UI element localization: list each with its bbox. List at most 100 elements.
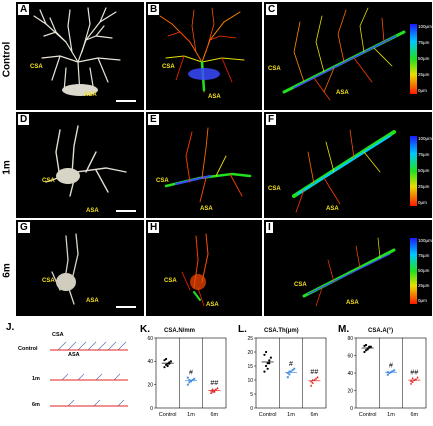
chart-k-data-point: [191, 379, 194, 381]
chart-l-data-point: [263, 370, 266, 373]
chart-l-data-point: [266, 362, 269, 365]
scale-bar-a: [116, 100, 136, 102]
chart-m-data-point: [369, 345, 372, 348]
panel-h: H CSA ASA: [146, 220, 262, 316]
panel-letter-j: J.: [6, 322, 15, 333]
chart-l-data-point: [264, 364, 268, 368]
chart-k-ytick-label: 60: [147, 336, 153, 342]
chart-k-container: K. CSA.N/mm 0 20 40 60 Control 1m 6m # ##: [134, 320, 232, 424]
scale-bar-d: [116, 210, 136, 212]
chart-m-data-point: [393, 369, 396, 372]
colorbar-tick-c-1: 75μm: [418, 40, 430, 45]
panel-i: I CSA ASA 100μm 75μm 50μm 25μm 0μm: [264, 220, 432, 316]
row-label-1m: 1m: [1, 159, 13, 175]
asa-annotation-e: ASA: [200, 206, 213, 212]
chart-k-data-point: [166, 362, 169, 365]
vasculature-image-c: [282, 7, 406, 101]
chart-m-title: CSA.A(°): [368, 328, 394, 334]
chart-m-data-point: [388, 372, 391, 374]
colorbar-tick-f-1: 75μm: [418, 152, 430, 157]
chart-l-data-point: [311, 381, 314, 384]
chart-l-ytick-label: 25: [247, 336, 253, 342]
chart-m-significance-mark: ##: [410, 369, 418, 376]
chart-l-data-point: [268, 359, 271, 362]
panel-c: C CSA ASA 100μm 75μm 50μm 25μm 0μm: [264, 2, 432, 110]
chart-l-ytick-label: 10: [247, 378, 253, 384]
chart-l-data-point: [286, 372, 289, 374]
chart-l-data-point: [269, 356, 272, 359]
colorbar-tick-i-3: 25μm: [418, 283, 430, 288]
chart-m-letter: M.: [338, 324, 350, 335]
chart-k-data-point: [188, 381, 191, 384]
panel-f: F CSA ASA 100μm 75μm 50μm 25μm 0μm: [264, 112, 432, 218]
csa-annotation-i: CSA: [294, 282, 307, 288]
colorbar-f: [410, 136, 417, 206]
vasculature-image-f: [292, 129, 396, 213]
chart-m-ytick-label: 60: [347, 353, 353, 359]
chart-l-data-point: [314, 377, 318, 380]
chart-l-ytick-label: 5: [250, 392, 253, 398]
chart-l-data-point: [291, 369, 294, 372]
panel-j-row-control: Control: [18, 346, 38, 352]
chart-k-data-point: [209, 389, 213, 392]
colorbar-tick-f-0: 100μm: [418, 136, 432, 141]
chart-l-data-point: [264, 350, 268, 354]
chart-m-category-label: 6m: [411, 412, 419, 418]
chart-m-data-point: [364, 343, 368, 347]
chart-m-data-point: [409, 379, 413, 382]
colorbar-tick-c-0: 100μm: [418, 24, 432, 29]
colorbar-tick-f-2: 50μm: [418, 168, 430, 173]
chart-l-category-label: 6m: [311, 412, 319, 418]
chart-m-data-point: [363, 350, 366, 354]
chart-m-data-point: [416, 376, 419, 379]
chart-l-data-point: [309, 380, 313, 383]
chart-l-container: L. CSA.Th(μm) 0 5 10 15 20 25 Control 1m 6m # ##: [234, 320, 332, 424]
chart-m-data-point: [391, 370, 394, 373]
colorbar-tick-i-2: 50μm: [418, 268, 430, 273]
vasculature-image-i: [302, 237, 396, 307]
panel-a: A CSA ASA: [16, 2, 144, 110]
chart-m-data-point: [414, 377, 418, 381]
chart-m-data-point: [413, 378, 416, 381]
chart-k-ytick-label: 20: [147, 382, 153, 388]
chart-k-letter: K.: [140, 324, 150, 335]
csa-annotation-e: CSA: [156, 178, 169, 184]
chart-k-data-point: [211, 390, 214, 393]
colorbar-i: [410, 238, 417, 304]
chart-l-letter: L.: [238, 324, 247, 335]
chart-l-data-point: [286, 376, 289, 379]
chart-k-frame: [155, 337, 227, 409]
chart-k-data-point: [214, 388, 218, 391]
chart-m-data-point: [368, 345, 371, 348]
chart-k-category-label: Control: [159, 412, 177, 418]
chart-l-data-point: [313, 378, 316, 381]
colorbar-c: [410, 24, 417, 94]
chart-k-category-label: 1m: [187, 412, 195, 418]
chart-l-data-point: [293, 367, 296, 370]
chart-m-ytick-label: 20: [347, 388, 353, 394]
colorbar-tick-f-3: 25μm: [418, 184, 430, 189]
chart-m-significance-mark: #: [389, 362, 393, 369]
chart-k-significance-mark: ##: [210, 380, 218, 387]
vasculature-image-a: [33, 7, 121, 96]
chart-k-data-point: [193, 377, 196, 380]
vasculature-image-h: [181, 233, 209, 307]
csa-annotation-g: CSA: [42, 278, 55, 284]
colorbar-tick-i-0: 100μm: [418, 238, 432, 243]
panel-b: B CSA ASA: [146, 2, 262, 110]
chart-k-category-label: 6m: [211, 412, 219, 418]
chart-k-data-point: [190, 380, 192, 383]
chart-k-data-point: [186, 376, 189, 379]
panel-j-csa-label: CSA: [52, 332, 64, 338]
panel-d: D CSA ASA: [16, 112, 144, 218]
chart-k-data-point: [216, 386, 219, 390]
csa-annotation-d: CSA: [42, 178, 55, 184]
chart-l-data-point: [288, 373, 291, 376]
chart-k-data-point: [163, 366, 166, 369]
asa-annotation-b: ASA: [208, 94, 221, 100]
chart-l-ytick-label: 20: [247, 350, 253, 356]
chart-k-data-point: [168, 362, 171, 365]
chart-k-data-point: [213, 389, 216, 392]
chart-k-data-point: [164, 363, 168, 366]
